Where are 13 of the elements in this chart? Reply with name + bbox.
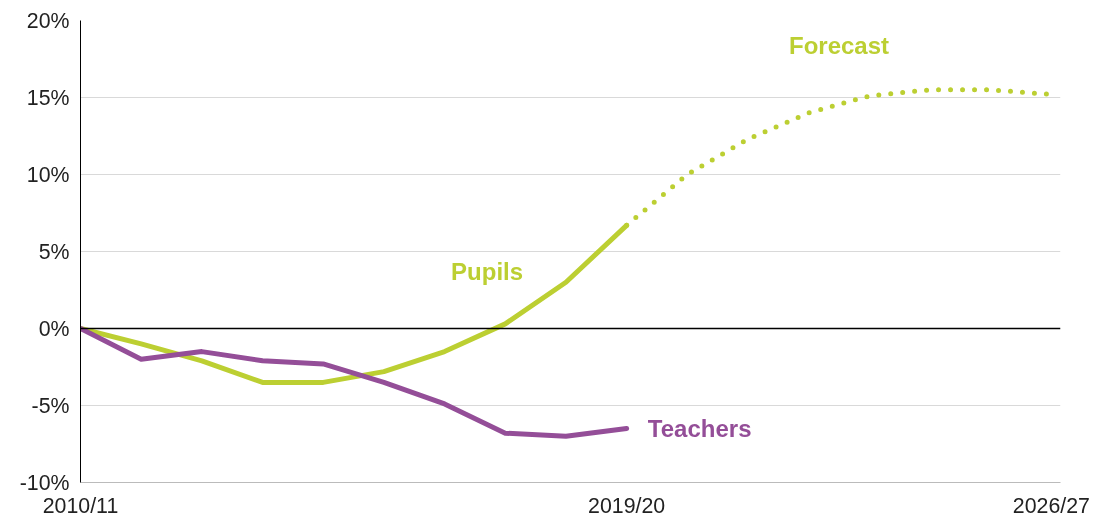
series-label: Pupils [451,258,524,286]
x-tick-label: 2010/11 [42,493,119,518]
series-label: Forecast [788,32,890,59]
y-tick-label: 15% [26,85,70,110]
y-tick-label: 0% [38,316,70,341]
y-tick-label: -5% [31,393,70,418]
x-tick-label: 2026/27 [1012,493,1090,518]
y-tick-label: 10% [26,162,70,187]
y-tick-label: -10% [19,470,70,495]
y-tick-label: 5% [38,239,70,264]
series-label: Teachers [647,415,752,443]
y-tick-label: 20% [26,8,70,33]
x-tick-label: 2019/20 [588,493,666,518]
